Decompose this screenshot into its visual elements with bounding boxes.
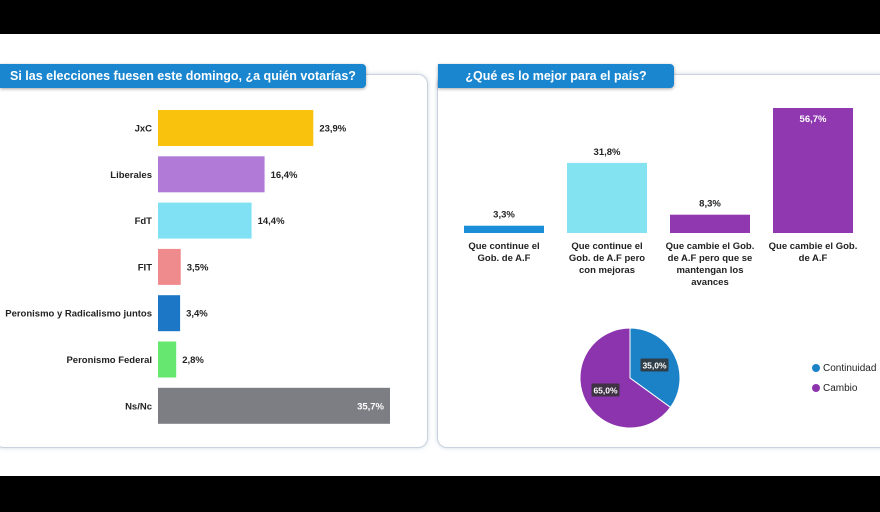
column-0 [464,225,544,233]
bar-0 [158,110,314,146]
data-label-3: 3,5% [187,262,209,273]
bar-2 [158,202,252,239]
column-data-label-1: 31,8% [594,147,621,158]
bar-5 [158,341,177,378]
column-category-label-2: Que cambie el Gob. de A.F pero que se ma… [665,241,755,288]
top-black-bar [0,0,880,34]
column-data-label-2: 8,3% [699,199,721,210]
column-category-label-1: Que continue el Gob. de A.F pero con mej… [568,241,646,276]
data-label-0: 23,9% [319,124,346,135]
bar-3 [158,248,181,285]
legend-swatch-0 [812,364,820,372]
legend-label-1: Cambio [823,382,858,394]
best-for-country-chart: 3,3% 31,8% 8,3% 56,7% [464,108,853,233]
category-label-2: FdT [135,216,153,227]
column-category-label-0: Que continue el Gob. de A.F [468,241,540,264]
data-label-1: 16,4% [271,170,298,181]
svg-text:35,0%: 35,0% [642,361,667,371]
category-label-0: JxC [135,124,153,135]
left-panel-title: Si las elecciones fuesen este domingo, ¿… [0,64,366,88]
data-label-6: 35,7% [357,401,384,412]
legend-item-cambio: Cambio [812,378,876,398]
column-3 [773,108,853,233]
right-panel-title: ¿Qué es lo mejor para el país? [438,64,674,88]
data-label-5: 2,8% [182,355,204,366]
pie-label-1: 65,0% [591,383,620,397]
legend-swatch-1 [812,384,820,392]
data-label-4: 3,4% [186,309,208,320]
pie-label-0: 35,0% [640,358,669,372]
data-label-2: 14,4% [258,216,285,227]
column-1 [567,162,647,233]
legend-item-continuidad: Continuidad [812,358,876,378]
continuity-change-pie: 35,0% 65,0% [579,327,681,429]
bottom-black-bar [0,476,880,512]
column-data-label-3: 56,7% [800,114,827,125]
category-label-6: Ns/Nc [125,401,152,412]
column-2 [670,214,750,233]
bar-6 [158,387,390,424]
column-category-label-3: Que cambie el Gob. de A.F [768,241,858,264]
svg-text:65,0%: 65,0% [593,385,618,395]
pie-legend: Continuidad Cambio [812,358,876,398]
column-data-label-0: 3,3% [493,210,515,221]
category-label-1: Liberales [110,170,152,181]
category-label-4: Peronismo y Radicalismo juntos [5,309,152,320]
category-label-5: Peronismo Federal [66,355,152,366]
legend-label-0: Continuidad [823,362,877,374]
pie-slice-1 [579,327,672,429]
bar-1 [158,156,265,193]
category-label-3: FIT [138,262,152,273]
bar-4 [158,295,181,332]
vote-intention-chart: JxC 23,9% Liberales 16,4% FdT 14,4% FIT 3,5% Per… [5,110,390,424]
